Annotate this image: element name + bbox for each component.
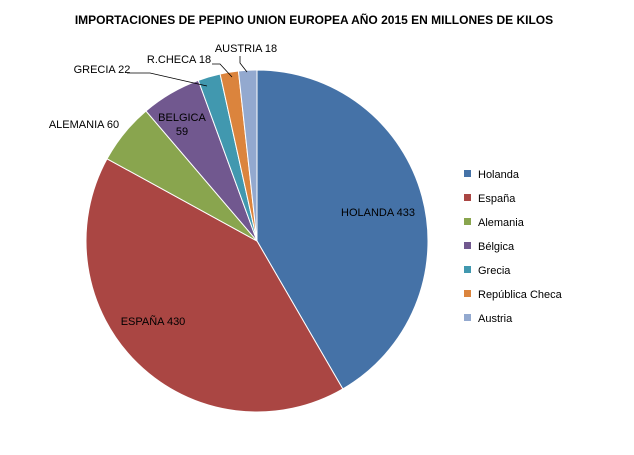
legend-label-belgica: Bélgica bbox=[478, 241, 515, 253]
legend-label-grecia: Grecia bbox=[478, 265, 511, 277]
pie-slice-austria bbox=[237, 69, 258, 242]
leader-line-grecia bbox=[127, 72, 208, 87]
data-label-austria: AUSTRIA 18 bbox=[215, 43, 277, 55]
legend-label-republica-checa: República Checa bbox=[478, 289, 563, 301]
legend: Holanda España Alemania Bélgica Grecia Repúbl… bbox=[464, 169, 563, 325]
pie-slice-holanda bbox=[256, 69, 429, 390]
leader-lines bbox=[127, 56, 248, 87]
leader-line-austria bbox=[239, 56, 248, 73]
data-label-espana: ESPAÑA 430 bbox=[121, 315, 186, 328]
pie-slices bbox=[85, 69, 429, 413]
legend-swatch-alemania bbox=[464, 218, 471, 225]
legend-swatch-holanda bbox=[464, 170, 471, 177]
legend-label-espana: España bbox=[478, 193, 516, 205]
data-label-grecia: GRECIA 22 bbox=[74, 64, 131, 76]
data-label-republica-checa: R.CHECA 18 bbox=[147, 54, 211, 66]
legend-swatch-republica-checa bbox=[464, 290, 471, 297]
data-label-belgica: BELGICA bbox=[158, 112, 206, 124]
data-label-alemania: ALEMANIA 60 bbox=[49, 119, 119, 131]
data-labels: HOLANDA 433 ESPAÑA 430 ALEMANIA 60 BELGICA 5… bbox=[49, 43, 415, 328]
legend-label-austria: Austria bbox=[478, 313, 513, 325]
legend-swatch-austria bbox=[464, 314, 471, 321]
legend-label-holanda: Holanda bbox=[478, 169, 520, 181]
legend-swatch-espana bbox=[464, 194, 471, 201]
leader-line-republica-checa bbox=[212, 63, 233, 78]
legend-swatch-belgica bbox=[464, 242, 471, 249]
data-label-holanda: HOLANDA 433 bbox=[341, 207, 415, 219]
pie-slice-espana bbox=[85, 158, 344, 413]
chart-title: IMPORTACIONES DE PEPINO UNION EUROPEA AÑ… bbox=[75, 12, 553, 27]
legend-swatch-grecia bbox=[464, 266, 471, 273]
data-label-belgica: 59 bbox=[176, 126, 188, 138]
legend-label-alemania: Alemania bbox=[478, 217, 525, 229]
